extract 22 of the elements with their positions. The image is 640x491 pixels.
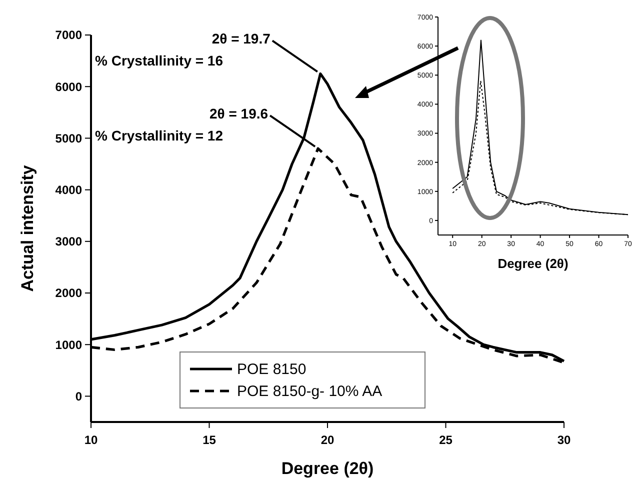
- x-tick-label: 15: [202, 433, 216, 447]
- y-tick-label: 4000: [55, 183, 82, 197]
- annotation: 2θ = 19.6: [209, 106, 268, 122]
- legend-label: POE 8150: [237, 361, 306, 378]
- y-tick-label: 2000: [55, 286, 82, 300]
- x-axis-title: Degree (2θ): [281, 459, 374, 478]
- x-axis-title: Degree (2θ): [498, 256, 568, 271]
- y-tick-label: 1000: [55, 338, 82, 352]
- x-tick-label: 30: [557, 433, 571, 447]
- y-tick-label: 0: [75, 389, 82, 404]
- x-tick-label: 20: [320, 433, 334, 447]
- annotation: 2θ = 19.7: [212, 30, 271, 47]
- x-tick-label: 25: [439, 433, 453, 447]
- annotation: % Crystallinity = 16: [95, 52, 224, 69]
- y-tick-label: 3000: [55, 234, 82, 249]
- y-axis-title: Actual intensity: [18, 164, 37, 292]
- annotation: % Crystallinity = 12: [95, 128, 224, 144]
- x-tick-label: 10: [84, 433, 98, 447]
- y-tick-label: 7000: [55, 28, 82, 42]
- y-tick-label: 6000: [55, 80, 82, 94]
- y-tick-label: 5000: [55, 131, 82, 146]
- legend-label: POE 8150-g- 10% AA: [237, 383, 382, 400]
